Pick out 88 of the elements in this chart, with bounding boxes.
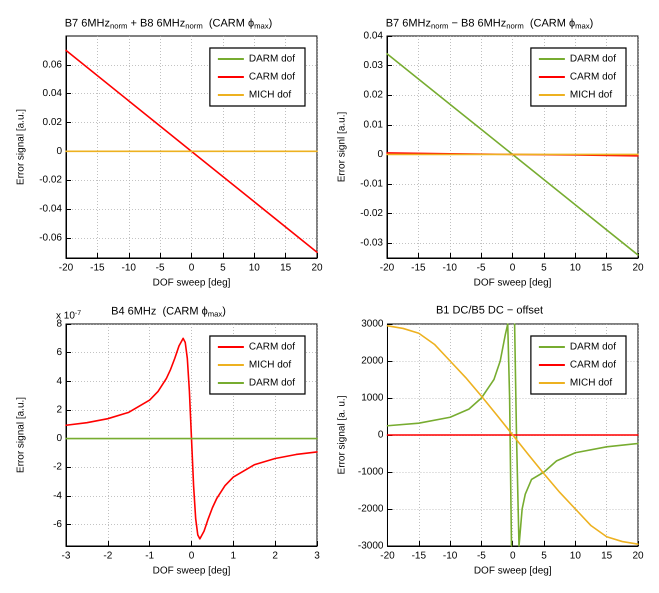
x-tick-label: -20 xyxy=(380,550,396,562)
y-tick-label: 0 xyxy=(377,148,384,160)
y-tick-label: 0.06 xyxy=(42,59,62,70)
x-axis-title: DOF sweep [deg] xyxy=(152,277,231,288)
x-tick-label: 0 xyxy=(510,550,516,562)
x-tick-label: 15 xyxy=(280,262,292,274)
legend-label: CARM dof xyxy=(248,342,296,352)
x-tick-label: 10 xyxy=(570,550,582,562)
y-tick-label: 0.01 xyxy=(364,119,384,130)
x-axis-title: DOF sweep [deg] xyxy=(474,277,552,288)
x-tick-label: 5 xyxy=(541,262,548,274)
legend-label: DARM dof xyxy=(570,54,616,64)
legend-label: CARM dof xyxy=(570,72,616,82)
y-tick-label: 0 xyxy=(56,146,62,157)
y-tick-label: 0 xyxy=(378,430,384,440)
y-tick-label: 0.02 xyxy=(42,116,62,128)
x-tick-label: 10 xyxy=(248,262,260,274)
x-tick-label: -15 xyxy=(411,262,426,274)
x-tick-label: -20 xyxy=(380,262,395,274)
legend-label: CARM dof xyxy=(570,360,616,370)
y-tick-label: 4 xyxy=(56,376,62,387)
y-tick-label: 0.04 xyxy=(364,30,384,42)
y-tick-label: 0 xyxy=(56,433,62,444)
y-tick-label: -2 xyxy=(53,462,62,473)
x-tick-label: 10 xyxy=(570,262,582,274)
x-tick-label: 0 xyxy=(188,550,195,562)
x-tick-label: -15 xyxy=(412,550,426,562)
x-tick-label: -5 xyxy=(476,550,486,562)
y-tick-label: -2000 xyxy=(358,504,384,514)
y-tick-label: 8 xyxy=(56,318,62,330)
x-tick-label: 2 xyxy=(272,550,278,562)
y-tick-label: 2000 xyxy=(361,356,384,366)
line-series xyxy=(65,50,318,254)
legend-label: DARM dof xyxy=(248,378,296,388)
x-tick-label: 3 xyxy=(314,550,320,562)
x-tick-label: 15 xyxy=(601,550,613,562)
legend-label: MICH dof xyxy=(248,90,292,100)
y-axis-title: Error signl [a.u.] xyxy=(336,111,348,182)
y-axis-title: Error signal [a.u.] xyxy=(16,108,26,186)
x-tick-label: 0 xyxy=(510,262,516,274)
legend-label: DARM dof xyxy=(570,342,616,352)
y-tick-label: -0.04 xyxy=(39,203,62,214)
x-tick-label: 0 xyxy=(188,262,195,274)
y-tick-label: 0.03 xyxy=(364,60,384,72)
y-tick-label: 2 xyxy=(56,404,62,416)
y-tick-label: -4 xyxy=(53,490,62,502)
x-tick-label: -1 xyxy=(145,550,155,562)
y-axis-title: Error signal [a. u.] xyxy=(336,395,348,474)
legend-label: CARM dof xyxy=(248,72,296,82)
x-tick-label: 15 xyxy=(601,262,613,274)
x-tick-label: -5 xyxy=(156,262,165,274)
line-series xyxy=(65,338,318,540)
x-tick-label: -15 xyxy=(90,262,106,274)
x-tick-label: 5 xyxy=(220,262,226,274)
x-tick-label: 20 xyxy=(632,262,644,274)
x-axis-title: DOF sweep [deg] xyxy=(474,565,552,576)
legend-label: DARM dof xyxy=(248,54,296,64)
x-tick-label: -10 xyxy=(122,262,136,274)
y-tick-label: -0.03 xyxy=(360,238,384,249)
x-tick-label: -5 xyxy=(476,262,486,274)
y-tick-label: 1000 xyxy=(361,392,384,404)
y-tick-label: 6 xyxy=(56,347,62,358)
legend-label: MICH dof xyxy=(248,360,292,370)
y-tick-label: 0.04 xyxy=(42,88,62,100)
y-tick-label: -0.02 xyxy=(360,208,384,220)
x-tick-label: 1 xyxy=(230,550,237,562)
x-tick-label: -2 xyxy=(103,550,113,562)
x-tick-label: -3 xyxy=(62,550,71,562)
y-tick-label: -6 xyxy=(53,519,62,530)
y-tick-label: -0.06 xyxy=(39,232,62,244)
x-tick-label: -10 xyxy=(442,550,458,562)
x-tick-label: -10 xyxy=(442,262,458,274)
y-tick-label: -0.01 xyxy=(360,178,384,190)
y-axis-title: Error signal [a.u.] xyxy=(16,396,26,474)
y-tick-label: 0.02 xyxy=(364,90,384,101)
y-tick-label: 3000 xyxy=(361,318,384,330)
x-tick-label: -20 xyxy=(58,262,74,274)
y-tick-label: -1000 xyxy=(358,466,384,478)
y-tick-label: -3000 xyxy=(358,540,384,552)
x-axis-title: DOF sweep [deg] xyxy=(152,565,231,576)
x-tick-label: 20 xyxy=(311,262,323,274)
chart-title: B1 DC/B5 DC − offset xyxy=(436,304,544,316)
x-tick-label: 20 xyxy=(632,550,644,562)
x-tick-label: 5 xyxy=(541,550,548,562)
line-series xyxy=(386,52,639,256)
legend-label: MICH dof xyxy=(570,90,612,100)
y-tick-label: -0.02 xyxy=(39,174,62,186)
legend-label: MICH dof xyxy=(570,378,612,388)
